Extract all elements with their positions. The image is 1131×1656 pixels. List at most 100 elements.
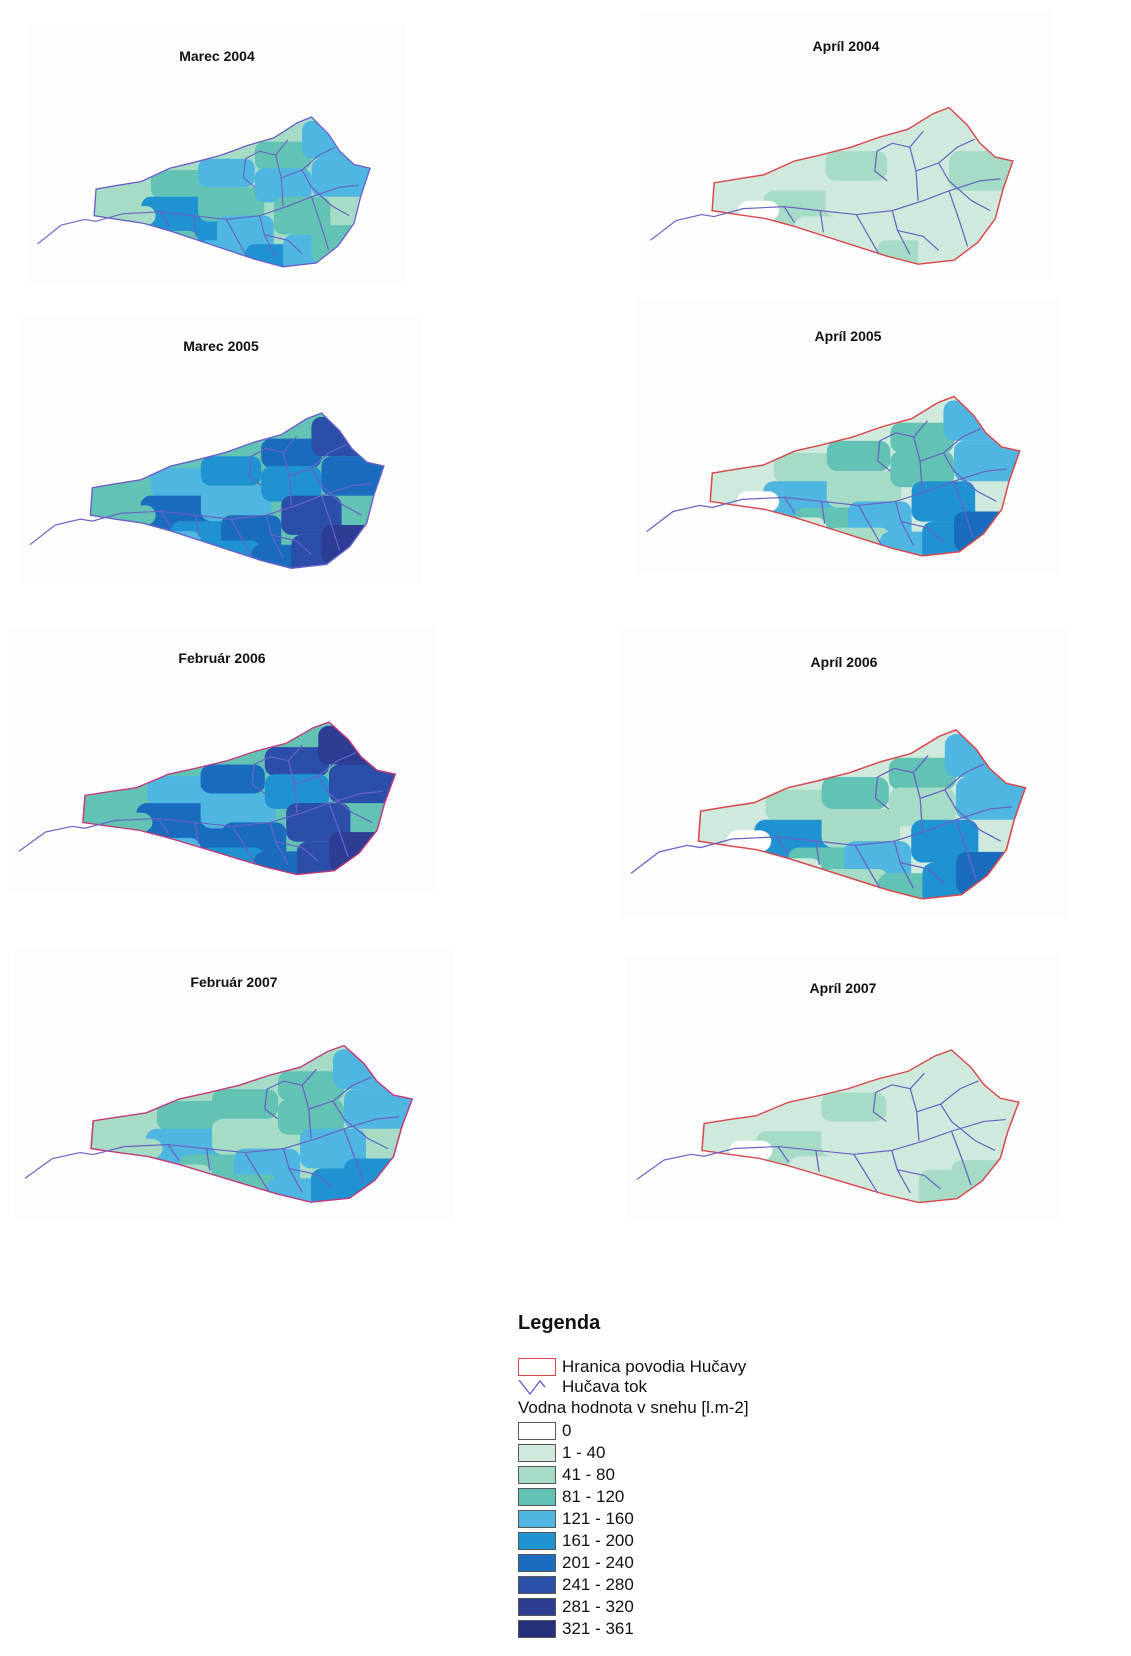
river-line [352,1076,372,1086]
river-line [877,440,891,472]
swe-patch [821,1092,887,1122]
legend-class-label: 121 - 160 [562,1509,634,1528]
river-line [269,822,289,866]
river-line [320,495,341,551]
legend-boundary-entry: Hranica povodia Hučavy [518,1356,746,1378]
river-line [877,767,914,778]
legend-color-swatch [518,1576,556,1594]
map-panel-april-2007: Apríl 2007 [626,956,1060,1218]
river-line [332,1100,369,1140]
watershed-map [649,106,1014,265]
swe-patch [333,1049,399,1090]
river-line-icon [518,1379,546,1396]
watershed-boundary [697,729,1027,900]
watershed-map [646,395,1021,557]
river-line [777,1146,790,1163]
swe-patch [765,858,822,880]
river-line [337,752,357,762]
legend-class-label: 81 - 120 [562,1487,625,1506]
swe-patch [278,1071,344,1102]
map-title: Apríl 2007 [809,980,877,996]
river-line [225,219,248,258]
swe-patch [311,158,371,197]
legend-color-swatch [518,1620,556,1638]
watershed-boundary [709,395,1021,557]
river-line [318,146,336,156]
legend-color-swatch [518,1554,556,1572]
legend-class-label: 1 - 40 [562,1443,606,1462]
legend-class-entry: 201 - 240 [518,1552,634,1574]
legend-river-label: Hučava tok [562,1377,648,1396]
river-line [274,139,289,207]
river-line [913,420,928,492]
river-line [891,1150,911,1194]
swe-patch [948,151,1013,191]
swe-patch [200,456,262,486]
legend-class-entry: 161 - 200 [518,1530,634,1552]
swe-patch [767,1104,833,1134]
river-line [157,818,170,835]
river-line [24,1116,400,1179]
river-line [956,138,976,148]
river-line [242,158,256,188]
legend-river-entry: Hučava tok [518,1376,647,1398]
watershed-boundary [90,1044,414,1203]
swe-patch [157,1164,212,1185]
river-line [938,162,973,202]
river-line [909,1072,925,1141]
map-title: Apríl 2004 [812,38,880,54]
map-panel-april-2004: Apríl 2004 [640,12,1052,280]
legend-color-swatch [518,1488,556,1506]
swe-patch [261,466,322,502]
legend-color-swatch [518,1422,556,1440]
river-line [282,436,297,506]
map-panel-april-2006: Apríl 2006 [620,630,1068,916]
swe-patch [953,440,1020,482]
river-line [783,206,796,223]
swe-patch [318,725,383,765]
river-line [964,763,985,774]
swe-patch [344,1089,413,1129]
river-line [879,432,914,442]
swe-patch [826,440,891,472]
legend-title: Legenda [518,1312,601,1334]
river-line [159,211,171,228]
legend-class-entry: 121 - 160 [518,1508,634,1530]
river-line [912,755,929,831]
watershed-map [636,1049,1020,1204]
river-line [950,1130,972,1186]
swe-patch [886,1102,952,1137]
swe-patch [943,400,1007,441]
river-line [317,775,353,814]
legend-class-label: 281 - 320 [562,1597,634,1616]
river-line [980,829,1002,842]
swe-patch [329,764,396,804]
river-line [815,1150,820,1172]
swe-patch [888,787,956,827]
river-line [245,150,276,160]
river-line [874,151,888,182]
swe-patch [951,1092,1019,1132]
river-line [253,756,289,766]
swe-patch [302,120,359,159]
map-panel-april-2005: Apríl 2005 [636,300,1060,572]
river-line [194,822,200,844]
river-line [301,169,333,207]
river-line [975,1140,996,1151]
map-panel-marec-2005: Marec 2005 [20,318,422,584]
river-line [195,515,200,537]
map-panel-marec-2004: Marec 2004 [28,24,406,282]
legend-color-swatch [518,1598,556,1616]
river-line [258,215,277,258]
river-line [897,1169,942,1190]
watershed-map [37,116,371,268]
swe-patch [887,161,949,197]
river-line [248,456,262,487]
map-legend: Legenda Hranica povodia Hučavy Hučava to… [518,1312,838,1652]
map-title: Marec 2004 [179,48,255,64]
swe-patch [825,180,898,217]
river-line [230,518,254,559]
river-line [874,776,890,810]
map-title: Apríl 2005 [814,328,882,344]
swe-patch [254,168,312,203]
